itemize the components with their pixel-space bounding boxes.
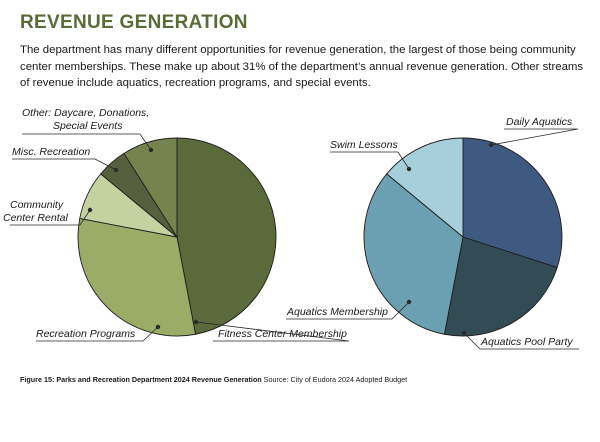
label-swim: Swim Lessons: [330, 139, 398, 151]
caption-source: Source: City of Eudora 2024 Adopted Budg…: [263, 375, 408, 384]
leader-community: [10, 209, 91, 226]
pie-slice-other-daycare-donations-special-events: [123, 137, 178, 239]
dot-misc: [113, 167, 119, 173]
dot-aq-membership: [406, 299, 412, 305]
label-community-2: Center Rental: [3, 212, 68, 224]
leader-dots: [87, 142, 494, 336]
label-other-1: Other: Daycare, Donations,: [22, 107, 149, 119]
general-revenue-pie: [77, 137, 277, 337]
label-pool-party: Aquatics Pool Party: [480, 336, 573, 348]
pie-slice-aquatics-pool-party: [443, 236, 558, 337]
dot-community: [87, 207, 93, 213]
dot-swim: [406, 166, 412, 172]
label-community-1: Community: [10, 199, 64, 211]
label-other-2: Special Events: [53, 120, 123, 132]
pie-slice-swim-lessons: [386, 137, 464, 238]
label-misc: Misc. Recreation: [12, 146, 90, 158]
leader-daily: [490, 128, 579, 146]
label-recreation: Recreation Programs: [36, 328, 136, 340]
section-title: REVENUE GENERATION: [20, 12, 248, 33]
label-fitness: Fitness Center Membership: [218, 328, 347, 340]
leader-misc: [12, 158, 117, 171]
pie-slice-recreation-programs: [77, 217, 197, 337]
pie-slice-fitness-center-membership: [176, 137, 277, 335]
leader-pool-party: [463, 332, 579, 350]
intro-paragraph: The department has many different opport…: [20, 44, 584, 89]
figure-caption: Figure 15: Parks and Recreation Departme…: [20, 375, 407, 384]
leader-swim: [330, 151, 410, 170]
dot-recreation: [155, 324, 161, 330]
label-aq-membership: Aquatics Membership: [286, 306, 388, 318]
pie-slice-daily-aquatics: [462, 137, 563, 269]
dot-daily: [488, 142, 494, 148]
leader-recreation: [36, 326, 159, 342]
label-daily: Daily Aquatics: [506, 116, 573, 128]
aquatics-revenue-pie: [363, 137, 563, 337]
dot-fitness: [193, 319, 199, 325]
dot-other: [148, 147, 154, 153]
leader-other: [22, 133, 152, 151]
dot-pool-party: [461, 330, 467, 336]
leader-fitness: [195, 321, 350, 342]
left-pie-leaders: [10, 128, 579, 350]
leader-aq-membership: [286, 301, 410, 320]
pie-slice-aquatics-membership: [363, 173, 464, 335]
caption-title: Figure 15: Parks and Recreation Departme…: [20, 375, 262, 384]
